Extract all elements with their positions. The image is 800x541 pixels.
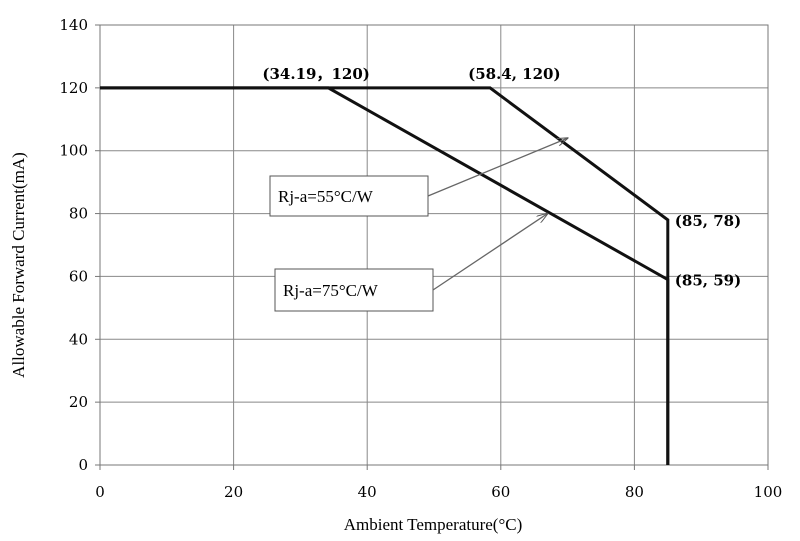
y-tick-label: 100	[59, 142, 88, 160]
x-tick-label: 60	[491, 483, 510, 501]
x-tick-label: 80	[625, 483, 644, 501]
x-tick-label: 20	[224, 483, 243, 501]
annotation-2: Rj-a=75°C/W	[274, 214, 548, 312]
annotation-text: Rj-a=55°C/W	[278, 187, 374, 206]
annotation-arrow	[427, 138, 568, 197]
point-label: (85, 59)	[675, 272, 741, 290]
series-line-2	[100, 86, 670, 465]
annotation-text: Rj-a=75°C/W	[283, 281, 379, 300]
y-tick-label: 80	[69, 205, 88, 223]
y-tick-label: 40	[69, 330, 88, 348]
x-tick-label: 100	[754, 483, 783, 501]
y-tick-label: 140	[59, 16, 88, 34]
plot-area-frame	[99, 24, 769, 466]
point-label: (85, 78)	[675, 212, 741, 230]
y-tick-label: 60	[69, 267, 88, 285]
x-axis-label: Ambient Temperature(°C)	[344, 515, 523, 534]
x-axis-ticks: 0 20 40 60 80 100	[95, 465, 782, 501]
annotation-arrow	[432, 214, 548, 291]
annotation-boxes: Rj-a=55°C/W Rj-a=75°C/W	[269, 138, 568, 312]
point-label: (58.4, 120)	[468, 65, 560, 83]
x-tick-label: 0	[95, 483, 105, 501]
point-label: (34.19，120)	[262, 65, 369, 83]
annotation-1: Rj-a=55°C/W	[269, 138, 568, 217]
y-tick-label: 120	[59, 79, 88, 97]
y-tick-label: 0	[78, 456, 88, 474]
series-group	[100, 86, 670, 465]
y-tick-label: 20	[69, 393, 88, 411]
y-axis-label: Allowable Forward Current(mA)	[9, 152, 28, 378]
annotation-box	[269, 175, 429, 217]
point-labels: (34.19，120) (58.4, 120) (85, 78) (85, 59)	[262, 65, 741, 290]
x-tick-label: 40	[358, 483, 377, 501]
y-axis-ticks: 0 20 40 60 80 100 120 140	[59, 16, 100, 474]
